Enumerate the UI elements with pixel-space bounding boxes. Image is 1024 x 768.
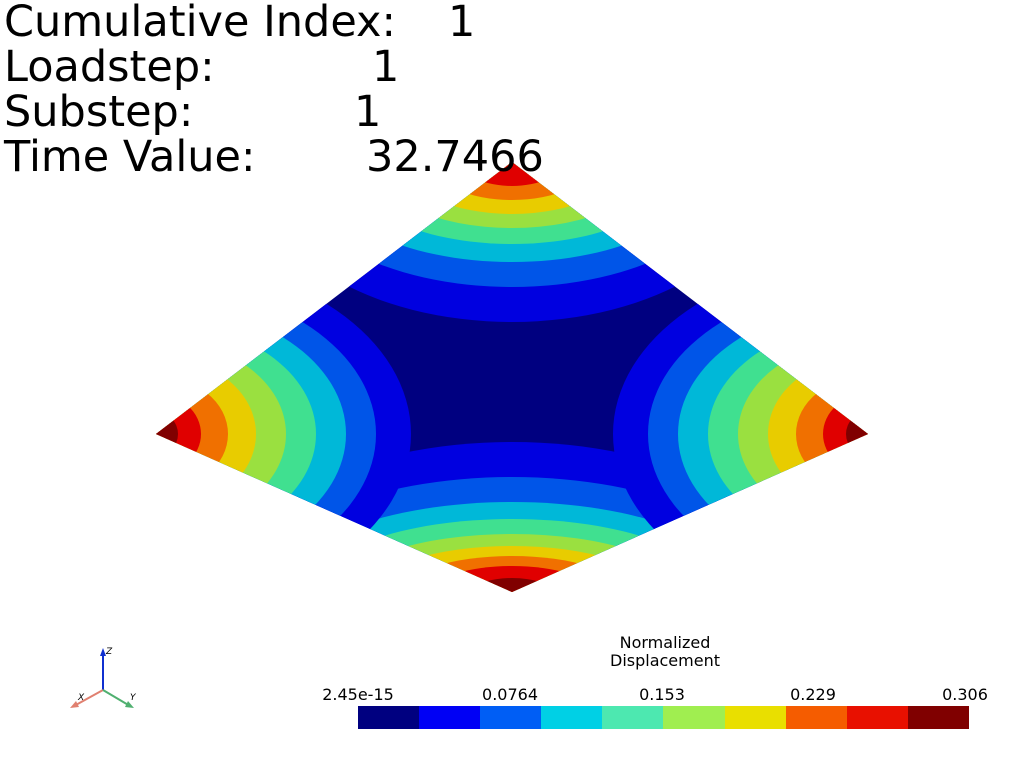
x-axis-label: X — [77, 693, 85, 703]
x-axis-arrow-icon — [70, 701, 79, 708]
colorbar-swatch — [541, 706, 603, 729]
colorbar-swatch — [907, 706, 969, 729]
colorbar-tick-label: 0.0764 — [482, 685, 538, 704]
colorbar-title: Normalized Displacement — [540, 634, 790, 670]
time-value-label: Time Value: — [4, 132, 256, 182]
colorbar-swatch — [358, 706, 420, 729]
y-axis-label: Y — [130, 693, 137, 703]
colorbar-swatch — [663, 706, 725, 729]
cumulative-index-label: Cumulative Index: — [4, 0, 396, 47]
colorbar-swatch — [419, 706, 481, 729]
colorbar-tick-label: 2.45e-15 — [322, 685, 394, 704]
colorbar-tick-label: 0.229 — [790, 685, 836, 704]
colorbar-title-line1: Normalized — [619, 633, 711, 652]
y-axis-arrow-icon — [125, 701, 134, 708]
colorbar-tick-label: 0.153 — [639, 685, 685, 704]
x-axis-line — [73, 689, 104, 707]
y-axis-line — [102, 689, 131, 707]
colorbar-tick-label: 0.306 — [942, 685, 988, 704]
loadstep-label: Loadstep: — [4, 42, 215, 92]
loadstep-value: 1 — [372, 42, 400, 92]
time-value-value: 32.7466 — [366, 132, 544, 182]
substep-label: Substep: — [4, 87, 194, 137]
z-axis-label: Z — [105, 647, 113, 657]
axes-triad: Z X Y — [70, 647, 137, 708]
colorbar — [358, 706, 969, 729]
substep-value: 1 — [354, 87, 382, 137]
colorbar-swatch — [785, 706, 847, 729]
cumulative-index-value: 1 — [448, 0, 476, 47]
colorbar-title-line2: Displacement — [610, 651, 720, 670]
z-axis-arrow-icon — [100, 648, 106, 656]
colorbar-swatch — [846, 706, 908, 729]
colorbar-swatch — [602, 706, 664, 729]
colorbar-swatch — [724, 706, 786, 729]
colorbar-swatch — [480, 706, 542, 729]
